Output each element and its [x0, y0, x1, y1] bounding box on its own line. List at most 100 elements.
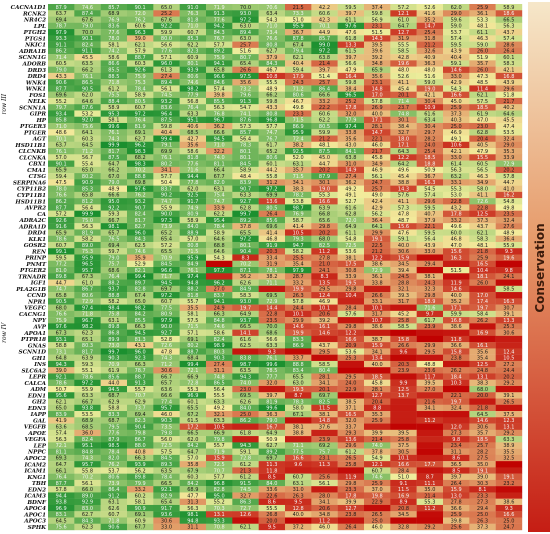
heatmap-cell: [127, 254, 154, 261]
heatmap-cell: [337, 523, 365, 531]
cell-value-label: 26.4: [451, 481, 462, 487]
heatmap-cell: [390, 404, 417, 412]
cell-value-label: 92.7: [240, 199, 251, 205]
cell-value-label: 57.2: [161, 243, 172, 249]
cell-value-label: 44.2: [266, 168, 277, 174]
heatmap-cell: [285, 329, 312, 337]
cell-value-label: 35.0: [477, 462, 488, 468]
cell-value-label: 90.6: [56, 80, 67, 86]
heatmap-cell: [390, 442, 417, 449]
heatmap-cell: [179, 354, 207, 362]
heatmap-cell: [443, 47, 470, 55]
heatmap-cell: [416, 292, 444, 299]
heatmap-cell: [100, 198, 128, 205]
heatmap-cell: [285, 185, 312, 193]
cell-value-label: 63.5: [161, 468, 172, 474]
heatmap-cell: [495, 22, 523, 30]
heatmap-cell: [469, 292, 496, 299]
heatmap-cell: [179, 66, 207, 74]
cell-value-label: 93.0: [240, 299, 251, 305]
heatmap-cell: [232, 504, 259, 512]
heatmap-cell: [416, 385, 444, 393]
cell-value-label: 48.0: [424, 68, 435, 74]
cell-value-label: 97.4: [82, 305, 93, 311]
cell-value-label: 89.3: [161, 462, 172, 468]
cell-value-label: 72.8: [187, 381, 198, 387]
cell-value-label: 45.5: [82, 55, 93, 61]
heatmap-cell: [206, 129, 233, 136]
cell-value-label: 8.6: [268, 500, 276, 506]
cell-value-label: 40.0: [398, 243, 409, 249]
heatmap-cell: [285, 335, 312, 343]
heatmap-cell: [258, 191, 286, 199]
heatmap-cell: [443, 141, 470, 149]
heatmap-cell: [206, 461, 233, 468]
cell-value-label: 80.5: [135, 99, 146, 105]
heatmap-cell: [153, 486, 180, 493]
heatmap-cell: [153, 298, 180, 305]
cell-value-label: 84.3: [82, 518, 93, 524]
heatmap-cell: [232, 329, 259, 337]
cell-value-label: 65.9: [56, 168, 67, 174]
cell-value-label: 85.5: [214, 99, 225, 105]
heatmap-cell: [100, 392, 128, 399]
cell-value-label: 65.4: [161, 237, 172, 243]
cell-value-label: 25.3: [503, 324, 514, 330]
cell-value-label: 45.4: [398, 174, 409, 180]
heatmap-cell: [364, 448, 391, 456]
heatmap-cell: [337, 135, 365, 142]
cell-value-label: 60.3: [187, 475, 198, 481]
heatmap-cell: [364, 229, 391, 236]
cell-value-label: 46.8: [451, 237, 462, 243]
heatmap-cell: [364, 348, 391, 355]
heatmap-cell: [469, 360, 496, 368]
heatmap-cell: [153, 116, 180, 124]
heatmap-cell: [285, 54, 312, 61]
cell-value-label: 26.0: [477, 68, 488, 74]
heatmap-cell: [311, 135, 338, 142]
cell-value-label: 69.5: [240, 393, 251, 399]
heatmap-cell: [390, 185, 417, 193]
heatmap-cell: [127, 411, 154, 418]
heatmap-cell: [48, 473, 75, 481]
heatmap-cell: [337, 16, 365, 23]
heatmap-cell: [100, 342, 128, 349]
group-label: row III: [1, 93, 8, 114]
cell-value-label: 88.7: [135, 374, 146, 380]
heatmap-cell: [179, 135, 207, 142]
heatmap-cell: [390, 260, 417, 268]
cell-value-label: 34.9: [372, 161, 383, 167]
heatmap-cell: [206, 304, 233, 312]
heatmap-cell: [443, 60, 470, 67]
cell-value-label: 76.6: [56, 193, 67, 199]
heatmap-cell: [311, 54, 338, 61]
heatmap-cell: [364, 429, 391, 437]
cell-value-label: 25.5: [293, 255, 304, 261]
heatmap-cell: [153, 436, 180, 443]
heatmap-cell: [74, 292, 101, 299]
heatmap-cell: [469, 260, 496, 268]
cell-value-label: 26.0: [477, 280, 488, 286]
cell-value-label: 67.7: [214, 174, 225, 180]
heatmap-cell: [416, 285, 444, 293]
cell-value-label: 87.4: [82, 11, 93, 17]
cell-value-label: 51.5: [451, 268, 462, 274]
heatmap-cell: [469, 411, 496, 418]
heatmap-cell: [469, 385, 496, 393]
heatmap-cell: [311, 72, 338, 80]
cell-value-label: 9.6: [294, 462, 302, 468]
heatmap-cell: [258, 122, 286, 130]
cell-value-label: 72.5: [345, 243, 356, 249]
heatmap-cell: [48, 72, 75, 80]
heatmap-cell: [179, 72, 207, 80]
cell-value-label: 58.3: [477, 237, 488, 243]
cell-value-label: 46.3: [477, 36, 488, 42]
heatmap-cell: [416, 166, 444, 174]
heatmap-cell: [311, 473, 338, 481]
heatmap-cell: [469, 79, 496, 86]
cell-value-label: 21.5: [293, 5, 304, 11]
heatmap-cell: [153, 135, 180, 142]
heatmap-cell: [337, 517, 365, 524]
heatmap-cell: [48, 461, 75, 468]
cell-value-label: 57.3: [398, 205, 409, 211]
